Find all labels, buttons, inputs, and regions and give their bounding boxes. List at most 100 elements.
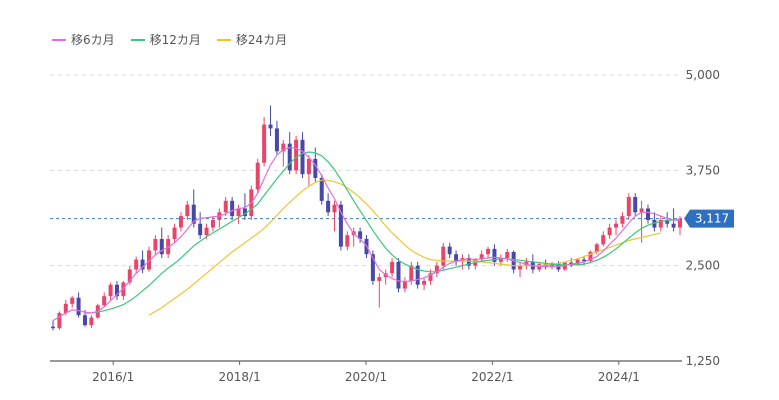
candle-body <box>358 231 363 239</box>
x-tick-label: 2020/1 <box>345 370 387 384</box>
candle-body <box>665 219 670 224</box>
candle-body <box>255 162 260 190</box>
x-tick-label: 2016/1 <box>92 370 134 384</box>
candle-body <box>178 216 183 228</box>
candle-body <box>108 284 113 297</box>
x-tick-label: 2024/1 <box>598 370 640 384</box>
legend-item-ma24[interactable]: 移24カ月 <box>216 31 288 48</box>
candle-body <box>223 200 228 213</box>
candle-body <box>153 238 158 251</box>
candle-body <box>146 250 151 270</box>
x-tick-label: 2022/1 <box>471 370 513 384</box>
legend-item-ma12[interactable]: 移12カ月 <box>130 31 201 48</box>
candle-body <box>614 223 619 228</box>
candle-body <box>274 128 279 152</box>
candle-body <box>51 326 55 329</box>
candle-body <box>82 315 87 326</box>
candle-body <box>415 265 420 285</box>
candle-body <box>633 197 638 213</box>
y-tick-label: 2,500 <box>686 259 720 273</box>
legend-swatch-ma12 <box>130 38 145 41</box>
candle-body <box>626 197 631 217</box>
candle-body <box>185 204 190 217</box>
candle-body <box>262 124 267 163</box>
candle-body <box>370 254 375 281</box>
candle-body <box>582 259 587 262</box>
candle-body <box>70 297 75 304</box>
candle-body <box>422 280 427 285</box>
candle-body <box>454 254 459 262</box>
candle-body <box>575 259 580 265</box>
candle-body <box>313 158 318 178</box>
candle-body <box>127 269 132 283</box>
candle-body <box>620 216 625 224</box>
candle-body <box>191 204 196 224</box>
candle-body <box>601 235 606 245</box>
candle-body <box>646 208 651 220</box>
candle-body <box>607 227 612 236</box>
candle-body <box>588 251 593 262</box>
candle-body <box>281 143 286 152</box>
candle-body <box>550 263 555 268</box>
ma24-line <box>148 179 661 316</box>
candle-body <box>134 259 139 270</box>
candle-body <box>434 265 439 274</box>
candle-body <box>428 273 433 281</box>
candle-body <box>57 312 62 329</box>
x-tick-label: 2018/1 <box>218 370 260 384</box>
candle-body <box>332 204 337 213</box>
y-tick-label: 5,000 <box>686 68 720 82</box>
candle-body <box>658 219 663 228</box>
candle-body <box>652 219 657 228</box>
candle-body <box>89 317 94 326</box>
candle-body <box>63 303 68 313</box>
candle-body <box>242 208 247 217</box>
legend-swatch-ma6 <box>52 38 66 41</box>
current-price-badge <box>684 209 734 228</box>
candle-body <box>294 139 299 171</box>
candle-body <box>518 265 523 270</box>
candle-body <box>166 238 171 255</box>
legend-label-ma24: 移24カ月 <box>235 33 288 47</box>
candle-body <box>671 223 676 228</box>
legend-label-ma6: 移6カ月 <box>71 33 115 47</box>
current-price-label: 3,117 <box>695 212 729 226</box>
candle-body <box>447 246 452 255</box>
candle-body <box>492 248 497 262</box>
candle-body <box>230 200 235 217</box>
candle-body <box>543 264 548 268</box>
legend-swatch-ma24 <box>216 38 231 41</box>
candle-body <box>338 204 343 247</box>
candle-body <box>409 265 414 281</box>
candle-body <box>204 227 209 236</box>
candle-body <box>639 208 644 213</box>
candle-body <box>102 296 107 306</box>
legend-item-ma6[interactable]: 移6カ月 <box>52 31 115 48</box>
candle-body <box>402 280 407 289</box>
legend-label-ma12: 移12カ月 <box>149 33 201 47</box>
candle-body <box>319 177 324 201</box>
candle-body <box>345 235 350 247</box>
candle-body <box>210 219 215 228</box>
candle-body <box>479 254 484 260</box>
candle-body <box>287 143 292 171</box>
candle-body <box>466 258 471 266</box>
candle-body <box>198 223 203 236</box>
candle-body <box>505 251 510 259</box>
candle-body <box>678 218 682 228</box>
candle-body <box>236 208 241 217</box>
ma6-line <box>52 146 681 322</box>
candle-body <box>76 297 81 316</box>
y-tick-label: 1,250 <box>686 354 720 368</box>
candle-body <box>326 200 331 213</box>
candle-body <box>498 258 503 262</box>
candle-body <box>594 244 599 252</box>
candle-body <box>390 261 395 274</box>
candle-body <box>268 124 273 129</box>
candle-body <box>114 284 119 297</box>
chart-legend: 移6カ月 移12カ月 移24カ月 <box>52 31 287 48</box>
candle-body <box>172 227 177 239</box>
candle-body <box>441 246 446 266</box>
candle-body <box>396 261 401 289</box>
